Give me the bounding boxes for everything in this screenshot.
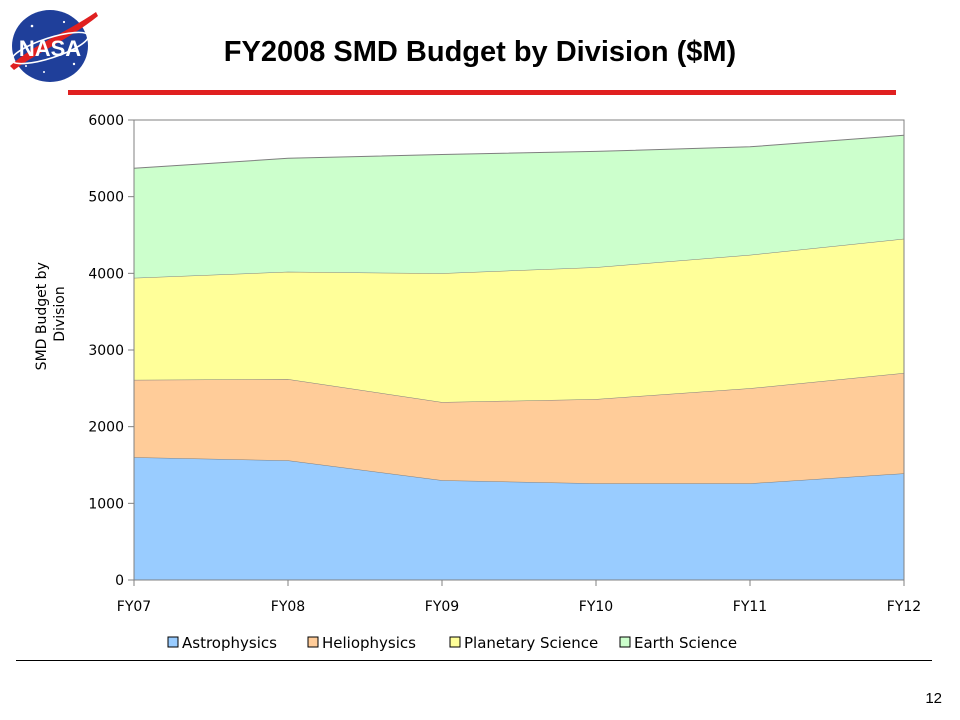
legend-swatch — [619, 636, 631, 648]
area-edge-astrophysics — [133, 456, 905, 484]
y-tick-label: 1000 — [88, 496, 124, 512]
x-tick-label: FY07 — [117, 599, 151, 615]
legend-swatch — [307, 636, 319, 648]
y-tick-label: 5000 — [88, 190, 124, 206]
area-earth-science — [134, 135, 904, 278]
legend-label: Planetary Science — [464, 634, 598, 652]
legend-swatch — [167, 636, 179, 648]
area-astrophysics — [134, 457, 904, 580]
nasa-logo-text: NASA — [19, 36, 81, 61]
area-series-group — [133, 134, 905, 580]
x-tick-label: FY08 — [271, 599, 305, 615]
area-heliophysics — [134, 373, 904, 484]
x-tick-label: FY12 — [887, 599, 921, 615]
legend-label: Earth Science — [634, 634, 737, 652]
area-edge-earth-science — [133, 134, 905, 169]
y-tick-label: 4000 — [88, 266, 124, 282]
y-axis-label: SMD Budget by Division — [34, 258, 68, 371]
y-tick-label: 6000 — [88, 113, 124, 129]
y-tick-label: 3000 — [88, 343, 124, 359]
area-planetary-science — [134, 238, 904, 403]
x-tick-label: FY10 — [579, 599, 613, 615]
page-number: 12 — [925, 690, 942, 707]
nasa-logo-icon: NASA — [10, 10, 98, 82]
y-axis-label-line-1: SMD Budget by — [34, 262, 50, 370]
legend-label: Heliophysics — [322, 634, 416, 652]
y-axis-label-line-2: Division — [52, 286, 68, 341]
y-tick-label: 2000 — [88, 420, 124, 436]
legend-label: Astrophysics — [182, 634, 277, 652]
y-axis-ticks: 0 1000 2000 3000 4000 5000 6000 — [88, 113, 134, 589]
y-tick-label: 0 — [115, 573, 124, 589]
x-tick-label: FY09 — [425, 599, 459, 615]
x-tick-label: FY11 — [733, 599, 767, 615]
legend-swatch — [449, 636, 461, 648]
footer-divider — [16, 660, 932, 661]
slide-title: FY2008 SMD Budget by Division ($M) — [223, 36, 737, 68]
legend: Astrophysics Heliophysics Planetary Scienc… — [167, 634, 737, 652]
title-underline — [68, 90, 896, 95]
x-axis-ticks: FY07 FY08 FY09 FY10 FY11 FY12 — [117, 580, 921, 615]
